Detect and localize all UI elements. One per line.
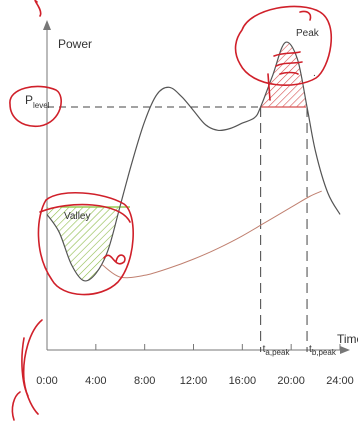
series-shifted-curve: [101, 190, 322, 279]
x-tick-label: 8:00: [134, 375, 155, 387]
y-axis-label: Power: [58, 37, 92, 51]
t-b-peak-label: tb,peak: [309, 344, 337, 357]
t-a-peak-label: ta,peak: [263, 344, 291, 357]
peak-fill: [260, 42, 307, 108]
x-tick-label: 4:00: [85, 375, 106, 387]
x-axis-label: Time: [337, 332, 358, 346]
x-tick-label: 20:00: [277, 375, 305, 387]
x-axis-arrow: [340, 346, 350, 354]
level-label: Plevel: [25, 93, 50, 110]
peak-label-dot: .: [313, 68, 316, 79]
x-tick-label: 0:00: [36, 375, 57, 387]
series-load-curve: [46, 41, 341, 282]
x-tick-label: 12:00: [180, 375, 208, 387]
y-axis-arrow: [43, 20, 51, 30]
valley-fill: [47, 206, 139, 281]
handwritten-annotations: [9, 0, 333, 421]
x-tick-label: 16:00: [229, 375, 257, 387]
valley-label: Valley: [64, 211, 91, 222]
peak-label: Peak: [296, 28, 320, 39]
x-tick-label: 24:00: [326, 375, 354, 387]
